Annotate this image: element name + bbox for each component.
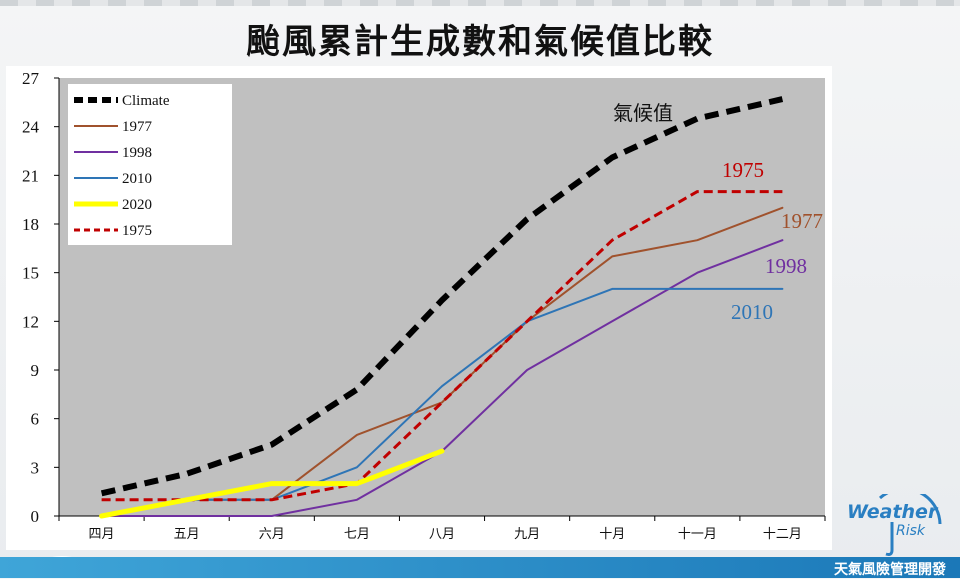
y-tick-label: 15 [22,264,39,283]
legend-label-1977: 1977 [122,119,153,135]
page-title: 颱風累計生成數和氣候值比較 [246,22,714,62]
series-line-Climate [100,96,784,497]
y-axis: 0 3 6 9 12 15 18 21 24 27 [22,69,60,526]
legend-label-2020: 2020 [122,197,152,213]
x-tick-label: 五月 [174,527,200,542]
y-tick-label: 3 [31,458,40,477]
y-tick-label: 6 [31,410,40,429]
y-tick-label: 0 [31,507,40,526]
x-tick-label: 九月 [514,527,540,542]
x-axis: 四月 五月 六月 七月 八月 九月 十月 十一月 十二月 [58,515,826,542]
y-tick-label: 24 [22,118,40,137]
weather-risk-logo [879,494,942,556]
x-tick-label: 四月 [89,527,115,542]
y-tick-label: 27 [22,69,40,88]
chart-panel: 0 3 6 9 12 15 18 21 24 27 四月 五月 六月 七月 八月 九月 十月 十一月 十二月 Cl… [6,66,832,550]
x-tick-label: 七月 [344,527,370,542]
x-tick-label: 十一月 [678,527,717,542]
legend-label-2010: 2010 [122,171,152,187]
y-tick-label: 9 [31,361,40,380]
annotation-1975: 1975 [722,158,764,182]
series-layer [99,96,784,519]
x-tick-label: 六月 [259,527,285,542]
annotations: 氣候值 1975 1977 1998 2010 [613,101,823,324]
legend-label-1975: 1975 [122,223,152,239]
legend-box [68,84,232,245]
x-tick-label: 十二月 [763,527,802,542]
legend: Climate 1977 1998 2010 2020 1975 [68,84,232,245]
line-chart: 0 3 6 9 12 15 18 21 24 27 四月 五月 六月 七月 八月 九月 十月 十一月 十二月 Cl… [22,69,826,542]
top-stripe [0,0,960,6]
series-line-1975 [101,190,783,502]
legend-label-1998: 1998 [122,145,152,161]
footer-bar [0,557,960,578]
annotation-2010: 2010 [731,300,773,324]
logo-risk-text: Risk [896,523,926,539]
annotation-1998: 1998 [765,254,807,278]
y-tick-label: 12 [22,312,39,331]
footer-brand-text: 天氣風險管理開發 [834,562,946,578]
y-tick-label: 18 [22,215,39,234]
annotation-1977: 1977 [781,209,823,233]
x-tick-label: 十月 [599,527,625,542]
y-tick-label: 21 [22,166,39,185]
legend-label-Climate: Climate [122,93,170,109]
logo-weather-text: Weather [847,501,938,523]
annotation-Climate: 氣候值 [613,101,673,125]
series-line-2020 [99,448,445,519]
x-tick-label: 八月 [429,527,455,542]
